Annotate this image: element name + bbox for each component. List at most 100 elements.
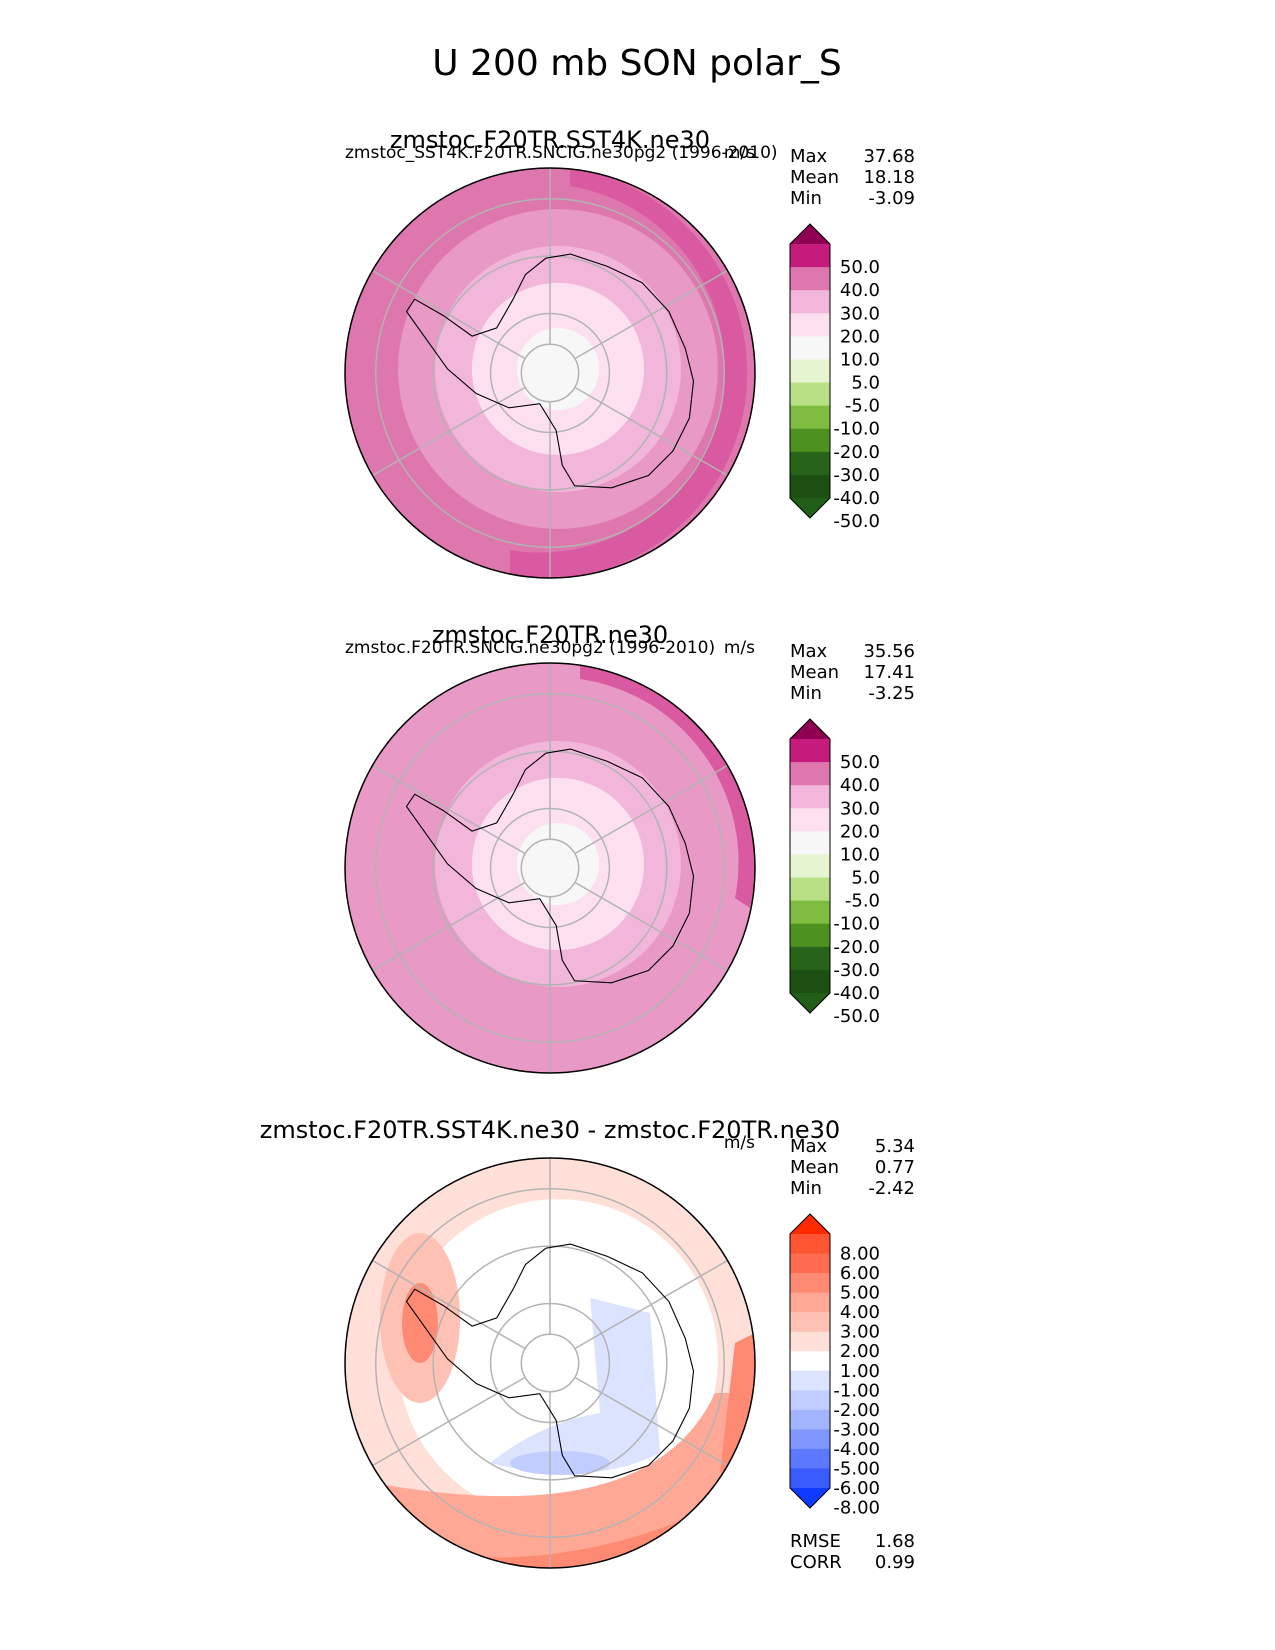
meridian-line	[372, 1259, 526, 1350]
metric-label: CORR	[790, 1552, 842, 1573]
colorbar-swatch	[790, 244, 830, 268]
stat-value: 5.34	[875, 1136, 915, 1157]
stat-value: -2.42	[868, 1178, 915, 1199]
antarctica-coastline	[405, 748, 695, 984]
colorbar-tick-label: -20.0	[833, 442, 880, 463]
colorbar-tick-label: -1.00	[833, 1380, 880, 1401]
stat-value: 35.56	[863, 641, 915, 662]
stat-label: Min	[790, 1178, 822, 1199]
metric-value: 0.99	[875, 1552, 915, 1573]
colorbar-tick-label: -50.0	[833, 1006, 880, 1027]
colorbar-tick-label: -20.0	[833, 937, 880, 958]
colorbar-swatch	[790, 1429, 830, 1450]
colorbar-tick-label: 4.00	[840, 1302, 880, 1323]
colorbar-tick-label: 10.0	[840, 844, 880, 865]
colorbar-outline	[789, 223, 831, 519]
colorbar-swatch	[790, 1273, 830, 1294]
metric-value: 1.68	[875, 1531, 915, 1552]
stat-value: 17.41	[863, 662, 915, 683]
colorbar-swatch	[790, 336, 830, 360]
colorbar-swatch	[790, 474, 830, 499]
stat-label: Min	[790, 188, 822, 209]
meridian-line	[372, 269, 526, 360]
meridian-line	[574, 269, 728, 360]
meridian-line	[372, 1376, 526, 1467]
map-boundary	[344, 1157, 756, 1569]
colorbar-tick-label: 20.0	[840, 326, 880, 347]
colorbar-swatch	[790, 313, 830, 337]
stat-label: Mean	[790, 167, 839, 188]
colorbar-tick-label: 5.00	[840, 1283, 880, 1304]
jet-band	[580, 663, 755, 908]
panel-2: zmstoc.F20TR.ne30zmstoc.F20TR.SNCIG.ne30…	[344, 621, 915, 1074]
colorbar-tick-label: -5.00	[833, 1458, 880, 1479]
colorbar-swatch	[790, 923, 830, 948]
colorbar-swatch	[790, 854, 830, 879]
colorbar-swatch	[790, 451, 830, 476]
colorbar-tick-label: 50.0	[840, 257, 880, 278]
stat-label: Max	[790, 641, 828, 662]
meridian-line	[372, 386, 526, 477]
map-boundary	[344, 662, 756, 1074]
antarctica-coastline	[405, 1243, 695, 1479]
colorbar-swatch	[790, 946, 830, 971]
colorbar-swatch	[790, 1409, 830, 1430]
colorbar-tick-label: -30.0	[833, 960, 880, 981]
colorbar-swatch	[790, 739, 830, 763]
stat-label: Max	[790, 1136, 828, 1157]
map-boundary	[344, 167, 756, 579]
colorbar-swatch	[790, 969, 830, 994]
colorbar-tick-label: 40.0	[840, 280, 880, 301]
colorbar-tick-label: 40.0	[840, 775, 880, 796]
colorbar-extend-top	[790, 719, 830, 739]
colorbar: 8.006.005.004.003.002.001.00-1.00-2.00-3…	[789, 1213, 880, 1519]
polar-map	[345, 1158, 755, 1568]
meridian-line	[574, 1376, 728, 1467]
warm-anomaly-band	[345, 1393, 755, 1568]
stat-value: 37.68	[863, 146, 915, 167]
colorbar-swatch	[790, 1370, 830, 1391]
figure-title: U 200 mb SON polar_S	[432, 43, 841, 84]
contour-band	[517, 1318, 599, 1400]
colorbar-tick-label: 6.00	[840, 1263, 880, 1284]
stat-label: Mean	[790, 662, 839, 683]
panel-units: m/s	[724, 638, 755, 658]
colorbar-swatch	[790, 785, 830, 809]
colorbar-tick-label: 30.0	[840, 798, 880, 819]
colorbar-tick-label: -10.0	[833, 419, 880, 440]
colorbar-tick-label: -10.0	[833, 914, 880, 935]
colorbar-tick-label: -40.0	[833, 983, 880, 1004]
stat-label: Max	[790, 146, 828, 167]
colorbar-swatch	[790, 290, 830, 314]
colorbar-swatch	[790, 1253, 830, 1274]
colorbar-tick-label: -2.00	[833, 1400, 880, 1421]
stat-label: Min	[790, 683, 822, 704]
colorbar-swatch	[790, 359, 830, 384]
colorbar-extend-bottom	[790, 993, 830, 1013]
colorbar: 50.040.030.020.010.0 5.0-5.0-10.0-20.0-30…	[789, 718, 880, 1027]
colorbar-tick-label: -3.00	[833, 1419, 880, 1440]
colorbar-tick-label: 10.0	[840, 349, 880, 370]
colorbar-extend-top	[790, 1214, 830, 1234]
colorbar-tick-label: -6.00	[833, 1478, 880, 1499]
stat-value: -3.25	[868, 683, 915, 704]
colorbar-swatch	[790, 1331, 830, 1352]
meridian-line	[574, 881, 728, 972]
colorbar-swatch	[790, 900, 830, 925]
colorbar: 50.040.030.020.010.0 5.0-5.0-10.0-20.0-30…	[789, 223, 880, 532]
colorbar-swatch	[790, 1292, 830, 1313]
stat-value: -3.09	[868, 188, 915, 209]
colorbar-tick-label: -30.0	[833, 465, 880, 486]
colorbar-tick-label: 5.0	[851, 868, 880, 889]
meridian-line	[574, 1259, 728, 1350]
colorbar-tick-label: -50.0	[833, 511, 880, 532]
cool-anomaly-core	[510, 1451, 610, 1475]
colorbar-swatch	[790, 762, 830, 786]
warm-anomaly-west-core	[402, 1283, 438, 1363]
colorbar-tick-label: 30.0	[840, 303, 880, 324]
colorbar-tick-label: -5.0	[845, 891, 880, 912]
meridian-line	[372, 881, 526, 972]
colorbar-swatch	[790, 267, 830, 291]
panel-title: zmstoc.F20TR.SST4K.ne30	[390, 126, 710, 154]
